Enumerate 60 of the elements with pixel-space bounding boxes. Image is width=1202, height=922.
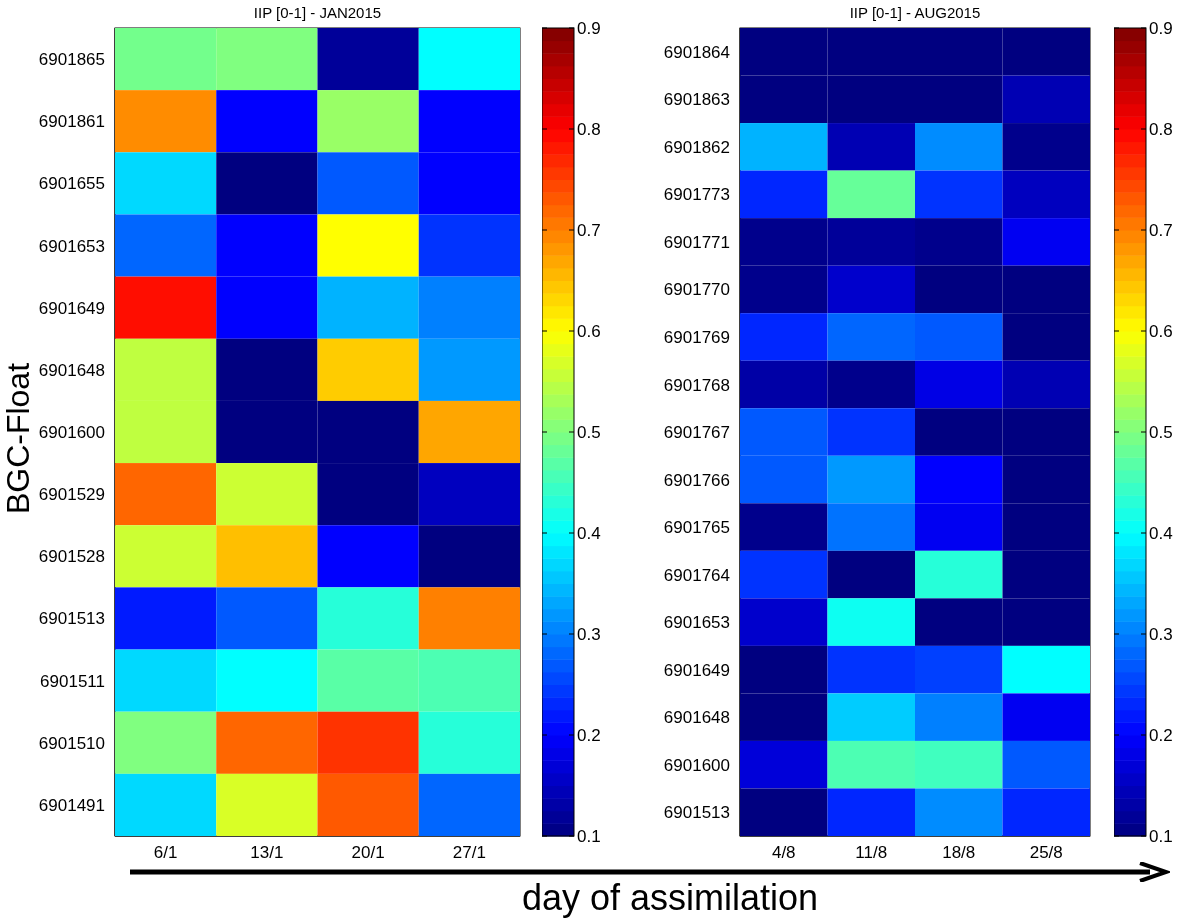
y-tick-label: 6901769 [663, 327, 730, 347]
y-tick-label: 6901768 [663, 375, 730, 395]
color-bar-label: 0.8 [1149, 120, 1173, 139]
y-tick-label: 6901655 [38, 174, 105, 194]
color-bar-label: 0.5 [1149, 423, 1173, 442]
x-tick-label: 6/1 [153, 843, 178, 863]
color-bar-label: 0.7 [1149, 221, 1173, 240]
y-tick-label: 6901770 [663, 280, 730, 300]
x-tick-label: 25/8 [1029, 843, 1063, 863]
color-bar-label: 0.3 [577, 625, 601, 644]
x-tick-label: 13/1 [250, 843, 284, 863]
y-tick-label: 6901649 [663, 660, 730, 680]
y-tick-label: 6901767 [663, 423, 730, 443]
color-bar-label: 0.4 [577, 524, 601, 543]
chart-title: IIP [0-1] - JAN2015 [253, 4, 382, 21]
y-tick-label: 6901865 [38, 50, 105, 70]
y-tick-label: 6901513 [38, 609, 105, 629]
color-bar-label: 0.6 [577, 322, 601, 341]
y-tick-label: 6901648 [38, 360, 105, 380]
y-tick-label: 6901600 [663, 755, 730, 775]
x-tick-label: 18/8 [942, 843, 976, 863]
color-bar-label: 0.1 [1149, 827, 1173, 846]
y-tick-label: 6901600 [38, 423, 105, 443]
y-tick-label: 6901510 [38, 733, 105, 753]
x-tick-label: 27/1 [452, 843, 486, 863]
y-tick-label: 6901529 [38, 485, 105, 505]
x-tick-label: 4/8 [771, 843, 796, 863]
y-tick-label: 6901528 [38, 547, 105, 567]
y-tick-label: 6901648 [663, 708, 730, 728]
x-tick-label: 20/1 [351, 843, 385, 863]
y-tick-label: 6901653 [663, 613, 730, 633]
x-tick-label: 11/8 [855, 843, 888, 863]
y-tick-label: 6901653 [38, 236, 105, 256]
chart-title: IIP [0-1] - AUG2015 [849, 4, 981, 21]
color-bar-label: 0.4 [1149, 524, 1173, 543]
color-bar-label: 0.9 [1149, 19, 1173, 38]
y-tick-label: 6901649 [38, 298, 105, 318]
y-tick-label: 6901765 [663, 518, 730, 538]
color-bar-label: 0.2 [1149, 726, 1173, 745]
color-bar-label: 0.6 [1149, 322, 1173, 341]
y-tick-label: 6901511 [40, 671, 105, 691]
y-tick-label: 6901513 [663, 803, 730, 823]
y-tick-label: 6901764 [663, 565, 730, 585]
y-tick-label: 6901861 [38, 112, 105, 132]
y-axis-title: BGC-Float [0, 361, 37, 517]
color-bar-label: 0.1 [577, 827, 601, 846]
y-tick-label: 6901862 [663, 137, 730, 157]
y-tick-label: 6901766 [663, 470, 730, 490]
color-bar-label: 0.9 [577, 19, 601, 38]
y-tick-label: 6901771 [663, 232, 730, 252]
y-tick-label: 6901864 [663, 42, 730, 62]
y-tick-label: 6901863 [663, 90, 730, 110]
color-bar-label: 0.2 [577, 726, 601, 745]
color-bar-label: 0.3 [1149, 625, 1173, 644]
color-bar-label: 0.8 [577, 120, 601, 139]
color-bar-label: 0.5 [577, 423, 601, 442]
y-tick-label: 6901491 [38, 795, 105, 815]
x-axis-title: day of assimilation [520, 877, 820, 918]
y-tick-label: 6901773 [663, 185, 730, 205]
color-bar-label: 0.7 [577, 221, 601, 240]
